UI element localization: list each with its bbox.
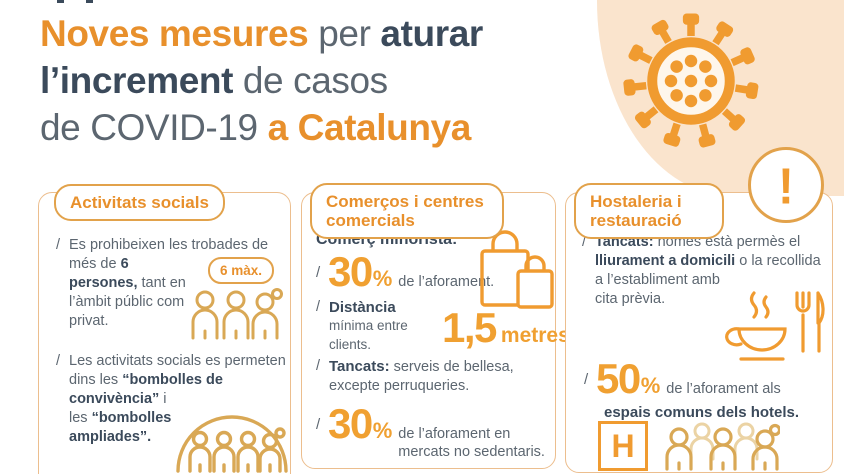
hotel-guests-icon [665,422,780,471]
social-rule-bubbles: / Les activitats socials es permeten din… [56,352,295,473]
title-line-3: de COVID-19 a Catalunya [40,107,471,148]
stat-value: 30 [328,248,373,295]
cup-and-cutlery-icon [725,291,825,361]
section-social-header: Activitats socials [54,184,225,221]
shopping-bags-icon [480,230,554,309]
section-hospitality-header: Hostaleria i restauració [574,183,724,239]
alert-icon: ! [748,147,824,223]
title-line-2: l’increment de casos [40,60,388,101]
crop-artifact [86,0,93,3]
bubble-group-figure [173,391,295,473]
hotel-icon: H [598,421,648,471]
social-rule-gatherings: / 6 màx. Es prohibeixen les trobades de … [56,236,291,340]
hotel-figure: H [598,421,780,471]
page-title: Noves mesures per aturar l’increment de … [40,10,483,151]
title-line-1: Noves mesures per aturar [40,13,483,54]
hospitality-capacity-50: / 50 % de l’aforament als [584,355,781,402]
three-people-icon [191,288,283,340]
crop-artifact [57,0,64,3]
distance-value: 1,5 metres [442,304,570,351]
commerce-capacity-30: / 30 % de l’aforament. [316,248,495,295]
commerce-distance-rule: / Distància mínima entre clients. 1,5 me… [316,299,570,352]
max-6-people-figure: 6 màx. [191,257,291,340]
bubble-people-icon [176,415,288,473]
hotels-common-spaces-label: espais comuns dels hotels. [604,404,800,421]
section-commerce-header: Comerços i centres comercials [310,183,504,239]
commerce-capacity-markets: / 30 % de l’aforament en mercats no sede… [316,400,545,461]
hospitality-closed-rule: / Tancats: només està permès el lliurame… [582,233,829,371]
takeaway-figure [725,285,829,371]
coronavirus-icon [623,13,759,148]
max-6-badge: 6 màx. [207,257,275,284]
commerce-closed-rule: / Tancats: serveis de bellesa, excepte p… [316,358,514,394]
